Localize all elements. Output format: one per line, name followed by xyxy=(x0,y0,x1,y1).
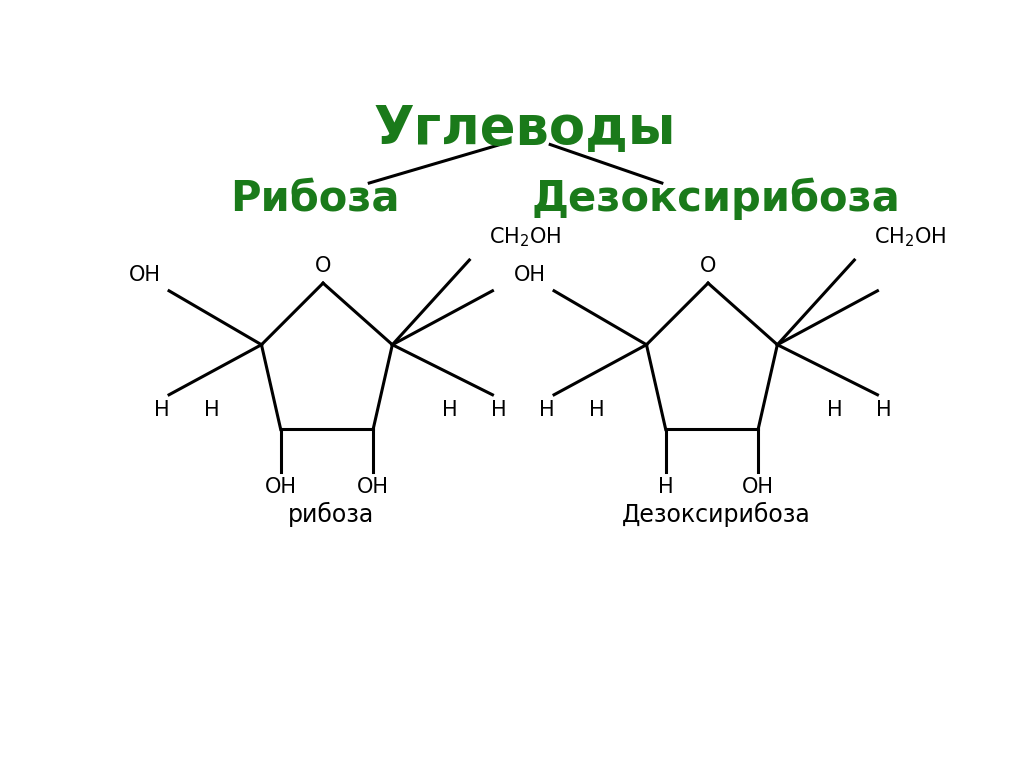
Text: H: H xyxy=(657,477,674,497)
Text: OH: OH xyxy=(514,266,547,286)
Text: H: H xyxy=(442,400,458,420)
Text: H: H xyxy=(827,400,843,420)
Text: H: H xyxy=(154,400,169,420)
Text: H: H xyxy=(539,400,554,420)
Text: OH: OH xyxy=(265,477,297,497)
Text: H: H xyxy=(876,400,892,420)
Text: рибоза: рибоза xyxy=(288,502,374,527)
Text: Углеводы: Углеводы xyxy=(374,103,676,155)
Text: Дезоксирибоза: Дезоксирибоза xyxy=(531,177,900,220)
Text: O: O xyxy=(314,257,331,276)
Text: OH: OH xyxy=(129,266,162,286)
Text: CH$_2$OH: CH$_2$OH xyxy=(488,225,561,249)
Text: H: H xyxy=(589,400,604,420)
Text: Рибоза: Рибоза xyxy=(230,177,400,220)
Text: H: H xyxy=(490,400,507,420)
Text: OH: OH xyxy=(357,477,389,497)
Text: CH$_2$OH: CH$_2$OH xyxy=(873,225,946,249)
Text: H: H xyxy=(204,400,219,420)
Text: Дезоксирибоза: Дезоксирибоза xyxy=(622,502,810,527)
Text: O: O xyxy=(699,257,716,276)
Text: OH: OH xyxy=(742,477,774,497)
